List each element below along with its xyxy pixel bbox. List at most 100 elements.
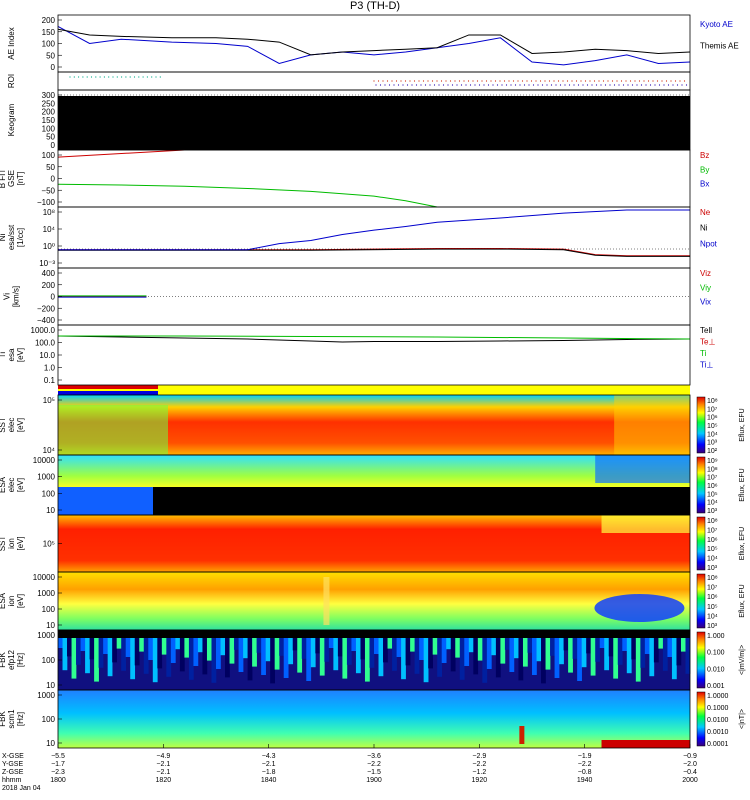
fbk-e-column [572, 630, 578, 659]
fbk-e-column [577, 630, 582, 681]
roi-dot [99, 76, 101, 78]
roi-dot [683, 80, 686, 82]
roi-dot [424, 84, 427, 86]
sst_i-ylabel: ion [7, 538, 16, 549]
fbk-e-column [238, 630, 244, 672]
fbk-e-column [247, 630, 253, 681]
sst_i-colorbar-tick: 10⁸ [707, 518, 718, 525]
roi-dot [377, 80, 380, 82]
fbk-e-column [401, 630, 406, 680]
bfit-legend-item: Bx [700, 180, 709, 189]
vi-ytick-label: −200 [37, 304, 56, 313]
roi-dot [103, 76, 105, 78]
fbk-e-column [527, 630, 533, 653]
roi-dot [600, 84, 602, 86]
roi-dot [472, 80, 474, 82]
fbk-e-column [455, 630, 461, 658]
fbk-e-column [315, 630, 321, 654]
roi-dot [532, 84, 535, 86]
ae-ytick-label: 200 [42, 16, 56, 25]
fbk-e-column [216, 630, 221, 669]
roi-dot [476, 80, 479, 82]
fbk_b-ytick-label: 10 [46, 739, 55, 748]
fbk-e-column [441, 630, 447, 663]
roi-dot [400, 80, 402, 82]
ae-ytick-label: 100 [42, 40, 56, 49]
roi-dot [86, 76, 88, 78]
roi-dot [142, 76, 144, 78]
keogram-ylabel: Keogram [7, 103, 16, 136]
fbk-e-column [522, 630, 528, 667]
x-row-label: Y-GSE [2, 761, 23, 768]
ae-ytick-label: 150 [42, 28, 56, 37]
bfit-legend-item: Bz [700, 151, 709, 160]
roi-dot [404, 80, 407, 82]
fbk-e-column [188, 630, 194, 680]
sst_e-ylabel: elec [7, 418, 16, 433]
fbk-e-column [211, 630, 217, 683]
roi-dot [598, 80, 600, 82]
x-tick-label: −4.3 [262, 753, 276, 760]
x-tick-label: −1.7 [51, 761, 65, 768]
ni-legend-item: Ne [700, 208, 711, 217]
esa_e-colorbar-tick: 10⁵ [707, 491, 718, 498]
sst_e-colorbar-tick: 10² [707, 448, 718, 455]
mode-bar-fast [58, 385, 158, 389]
x-tick-label: 1940 [577, 777, 593, 784]
roi-dot [566, 80, 569, 82]
fbk-e-column [626, 630, 632, 674]
roi-dot [442, 84, 445, 86]
fbk-e-column [297, 630, 303, 673]
x-tick-label: −0.8 [578, 769, 592, 776]
keogram-image [58, 96, 690, 150]
x-row-label: X-GSE [2, 753, 24, 760]
fbk-e-column [387, 630, 393, 649]
ni-ylabel: [1/cc] [16, 228, 25, 247]
roi-dot [674, 80, 677, 82]
roi-dot [393, 84, 395, 86]
roi-dot [501, 84, 503, 86]
roi-dot [544, 80, 546, 82]
roi-dot [685, 84, 688, 86]
ti-frame [57, 324, 691, 386]
fbk-e-column [310, 630, 316, 668]
fbk-e-column [139, 630, 145, 652]
roi-dot [465, 84, 467, 86]
fbk-e-column [346, 630, 352, 665]
ti-legend-item: Ti [700, 349, 707, 358]
fbk-e-column [58, 630, 63, 648]
vi-legend-item: Vix [700, 298, 711, 307]
fbk-e-column [649, 630, 655, 677]
roi-dot [458, 80, 461, 82]
ti-ylabel: esa [7, 348, 16, 361]
fbk-e-column [342, 630, 348, 679]
ti-ytick-label: 1.0 [44, 364, 56, 373]
ti-series-line [58, 335, 691, 340]
fbk-e-column [98, 630, 104, 668]
bfit-ytick-label: −50 [41, 186, 55, 195]
roi-dot [548, 80, 551, 82]
roi-dot [611, 80, 614, 82]
fbk-e-column [635, 630, 641, 682]
roi-dot [373, 80, 375, 82]
fbk-e-column [428, 630, 433, 669]
esa_i-colorbar-tick: 10³ [707, 623, 718, 630]
roi-dot [375, 84, 377, 86]
roi-dot [112, 76, 114, 78]
roi-dot [577, 84, 580, 86]
esa_i-colorbar-tick: 10⁶ [707, 594, 718, 601]
fbk_b-colorbar-tick: 0.0001 [707, 741, 729, 748]
roi-dot [681, 84, 683, 86]
ni-ytick-label: 10⁻³ [39, 259, 55, 268]
roi-dot [133, 76, 136, 78]
sst_i-colorbar-tick: 10³ [707, 565, 718, 572]
roi-dot [386, 80, 389, 82]
roi-dot [492, 84, 494, 86]
fbk_e-colorbar-label: <|mV/m|> [739, 645, 746, 675]
ti-ytick-label: 1000.0 [31, 326, 56, 335]
fbk_e-ytick-label: 100 [42, 656, 56, 665]
roi-dot [553, 80, 555, 82]
x-tick-label: −1.9 [578, 753, 592, 760]
fbk-e-column [509, 630, 515, 672]
